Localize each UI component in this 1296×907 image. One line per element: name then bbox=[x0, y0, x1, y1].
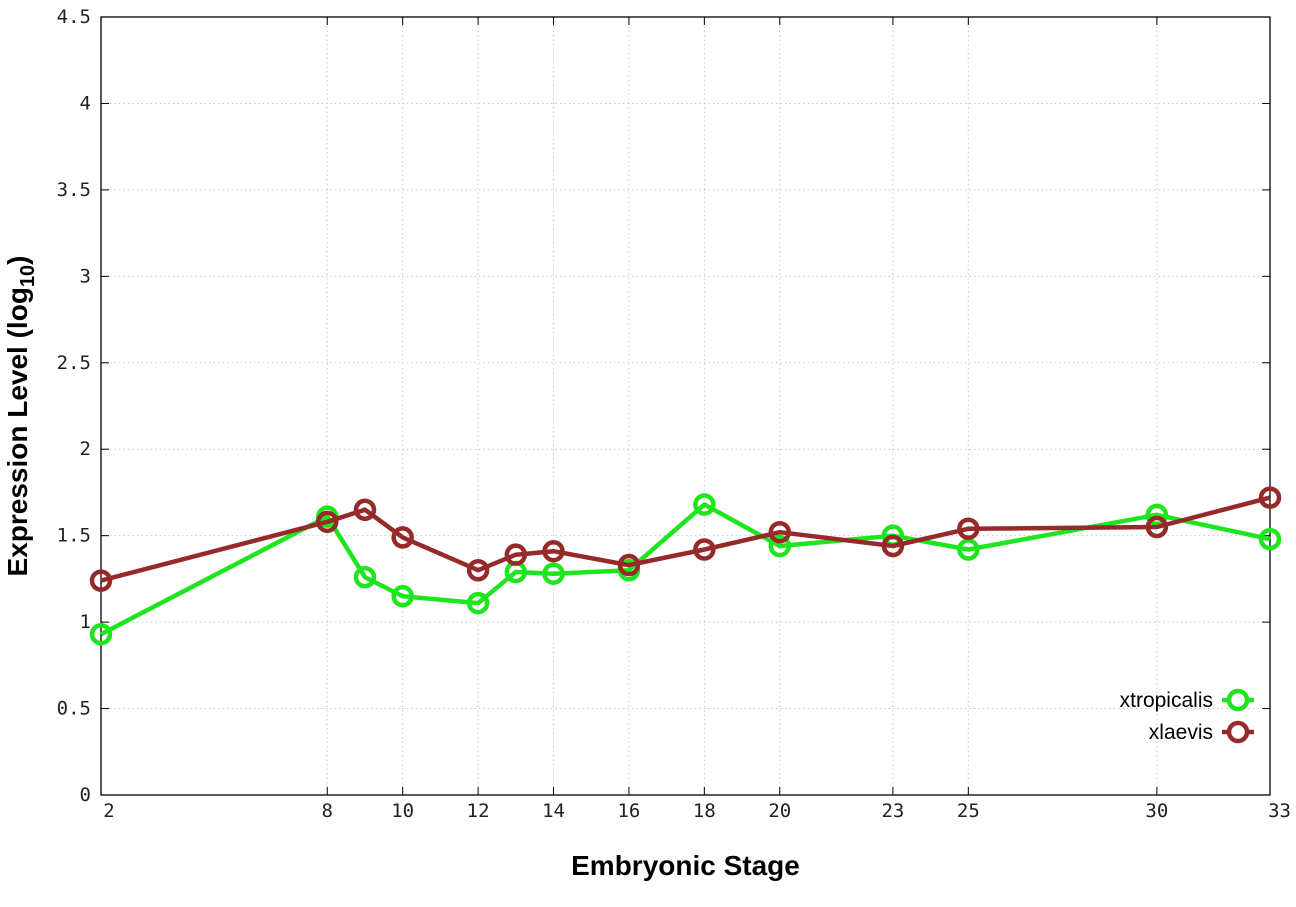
x-tick-label: 25 bbox=[957, 800, 980, 822]
y-tick-label: 2.5 bbox=[57, 352, 91, 374]
data-point bbox=[353, 565, 377, 589]
data-point bbox=[693, 493, 716, 516]
series-line bbox=[100, 495, 1271, 583]
plot-frame bbox=[100, 16, 1271, 796]
legend-swatch-marker bbox=[1226, 720, 1250, 744]
x-tick-label: 8 bbox=[322, 800, 333, 822]
data-point bbox=[504, 543, 528, 566]
y-tick-label: 2 bbox=[80, 438, 91, 460]
series-xtropicalis bbox=[89, 493, 1282, 646]
y-axis-title-subscript: 10 bbox=[17, 265, 39, 287]
x-tick-label: 18 bbox=[693, 800, 716, 822]
data-point bbox=[542, 539, 565, 563]
series-xlaevis bbox=[89, 486, 1282, 592]
data-point bbox=[542, 562, 565, 585]
data-point bbox=[693, 538, 716, 561]
x-tick-label: 33 bbox=[1268, 800, 1291, 822]
data-point bbox=[89, 569, 113, 592]
legend: xtropicalis xlaevis bbox=[1120, 688, 1254, 744]
x-tick-label: 14 bbox=[542, 800, 565, 822]
y-tick-label: 3.5 bbox=[57, 179, 91, 201]
y-axis-title: Expression Level (log10) bbox=[2, 256, 39, 577]
x-tick-label: 30 bbox=[1145, 800, 1168, 822]
legend-swatch-marker bbox=[1226, 688, 1250, 712]
x-tick-label: 12 bbox=[467, 800, 490, 822]
data-point bbox=[768, 520, 792, 544]
x-tick-label: 10 bbox=[391, 800, 414, 822]
y-tick-label: 4 bbox=[80, 92, 91, 114]
legend-label: xtropicalis bbox=[1120, 689, 1213, 712]
y-axis-title-suffix: ) bbox=[2, 256, 33, 265]
legend-item: xlaevis bbox=[1149, 720, 1254, 744]
data-point bbox=[957, 538, 980, 561]
series-lines bbox=[89, 486, 1282, 646]
legend-item: xtropicalis bbox=[1120, 688, 1254, 712]
data-point bbox=[316, 510, 339, 534]
x-axis-title: Embryonic Stage bbox=[571, 850, 800, 881]
y-tick-label: 0.5 bbox=[57, 698, 91, 720]
axis-ticks: 0 0.5 1 1.5 2 2.5 3 3.5 4 4.5 2 8 10 12 14 16 18 20 23 25 30… bbox=[57, 6, 1291, 822]
y-tick-label: 1.5 bbox=[57, 525, 91, 547]
data-point bbox=[391, 584, 414, 608]
data-point bbox=[89, 622, 113, 646]
x-tick-label: 2 bbox=[103, 800, 114, 822]
data-point bbox=[466, 591, 490, 615]
data-point bbox=[391, 526, 414, 549]
y-tick-label: 4.5 bbox=[57, 6, 91, 28]
data-point bbox=[1258, 527, 1282, 551]
y-axis-title-main: Expression Level (log bbox=[2, 287, 33, 576]
series-line bbox=[99, 502, 1271, 637]
data-point bbox=[1145, 503, 1169, 527]
data-point bbox=[353, 498, 377, 521]
x-tick-label: 20 bbox=[768, 800, 791, 822]
data-point bbox=[1145, 515, 1169, 539]
legend-label: xlaevis bbox=[1149, 721, 1213, 744]
data-point bbox=[881, 534, 905, 558]
data-point bbox=[957, 517, 980, 541]
x-tick-label: 23 bbox=[881, 800, 904, 822]
data-point bbox=[617, 553, 641, 577]
y-tick-label: 0 bbox=[80, 784, 91, 806]
data-point bbox=[1258, 486, 1282, 509]
data-point bbox=[466, 558, 490, 582]
grid-lines bbox=[101, 17, 1270, 795]
data-point bbox=[768, 534, 792, 558]
x-tick-label: 16 bbox=[617, 800, 640, 822]
y-tick-label: 3 bbox=[80, 265, 91, 287]
y-tick-label: 1 bbox=[80, 611, 91, 633]
